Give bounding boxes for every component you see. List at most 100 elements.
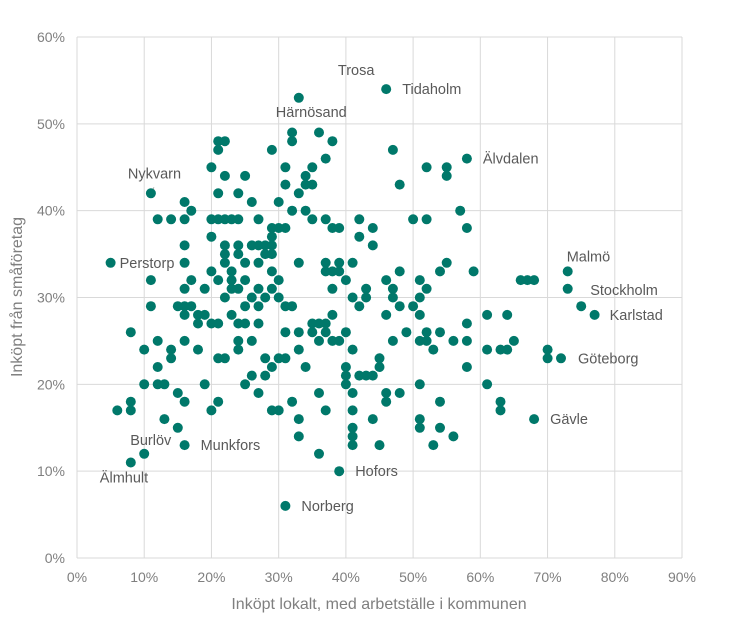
data-point <box>159 414 170 425</box>
data-point <box>495 396 506 407</box>
data-point <box>199 379 210 390</box>
data-point <box>226 275 237 286</box>
data-point <box>354 214 365 225</box>
data-point <box>253 318 264 329</box>
data-point <box>374 353 385 364</box>
data-point <box>266 266 277 277</box>
x-tick-label: 0% <box>67 569 87 585</box>
data-point <box>233 335 244 346</box>
data-point <box>253 301 264 312</box>
data-point <box>482 344 493 355</box>
data-point <box>219 257 230 268</box>
data-point <box>145 275 156 286</box>
data-point <box>441 257 452 268</box>
data-point <box>421 214 432 225</box>
data-point <box>367 414 378 425</box>
data-point <box>206 162 217 173</box>
data-point <box>347 388 358 398</box>
data-point <box>260 370 271 381</box>
data-point <box>327 136 338 147</box>
data-point <box>293 431 304 442</box>
x-tick-label: 40% <box>332 569 360 585</box>
x-tick-label: 70% <box>534 569 562 585</box>
data-point <box>320 257 331 268</box>
data-point <box>347 257 358 268</box>
data-point <box>428 344 439 355</box>
data-point <box>246 197 257 207</box>
data-point <box>186 275 197 286</box>
data-point <box>502 309 513 320</box>
data-point <box>374 362 385 372</box>
point-label: Härnösand <box>276 105 347 121</box>
data-point <box>206 231 217 242</box>
data-point <box>206 405 217 416</box>
data-point <box>125 327 136 338</box>
data-point <box>226 266 237 277</box>
data-point <box>307 179 318 190</box>
data-point <box>139 448 150 459</box>
data-point <box>300 170 311 181</box>
data-point <box>186 205 197 216</box>
data-point <box>562 266 573 277</box>
data-point <box>179 283 190 294</box>
data-point <box>273 275 284 286</box>
data-point <box>508 335 519 346</box>
data-point <box>334 257 345 268</box>
data-point <box>542 344 553 355</box>
data-point <box>166 344 177 355</box>
point-label: Norberg <box>301 499 353 515</box>
data-point <box>287 205 298 216</box>
point-label: Stockholm <box>590 283 658 299</box>
data-point <box>145 301 156 312</box>
data-point <box>529 414 540 425</box>
data-point <box>495 405 506 416</box>
data-point <box>293 327 304 338</box>
data-point <box>280 353 291 364</box>
data-point <box>125 405 136 416</box>
point-label: Älmhult <box>100 470 148 487</box>
data-point <box>408 301 419 312</box>
data-point <box>246 292 257 303</box>
point-label: Munkfors <box>201 438 261 454</box>
data-point <box>414 414 425 425</box>
data-point <box>354 231 365 242</box>
x-tick-label: 20% <box>197 569 225 585</box>
data-point <box>314 388 324 398</box>
data-point <box>394 266 405 277</box>
data-point <box>233 240 244 251</box>
data-point <box>347 292 358 303</box>
data-point <box>502 344 513 355</box>
data-point <box>213 275 224 286</box>
data-point <box>280 179 291 190</box>
data-point <box>461 362 472 372</box>
data-point <box>394 301 405 312</box>
data-point <box>287 396 298 407</box>
point-label: Perstorp <box>120 256 175 272</box>
data-point <box>361 292 372 303</box>
data-point <box>334 223 345 233</box>
data-point <box>387 283 398 294</box>
data-point <box>387 335 398 346</box>
data-point <box>448 335 459 346</box>
data-point <box>139 344 150 355</box>
data-point <box>233 249 244 260</box>
data-point <box>287 136 298 147</box>
data-point <box>280 500 291 511</box>
data-point <box>367 223 378 233</box>
data-point <box>381 275 392 286</box>
data-point <box>435 422 445 433</box>
data-point <box>246 335 257 346</box>
data-point <box>320 327 331 338</box>
data-point <box>213 318 224 329</box>
data-point <box>139 379 150 390</box>
y-tick-label: 20% <box>37 376 65 392</box>
data-point <box>219 249 230 260</box>
data-point <box>273 292 284 303</box>
data-point <box>347 440 358 451</box>
data-point <box>179 309 190 320</box>
data-point <box>300 205 311 216</box>
data-point <box>381 388 392 398</box>
data-point <box>327 309 338 320</box>
data-point <box>300 362 311 372</box>
data-point <box>293 257 304 268</box>
